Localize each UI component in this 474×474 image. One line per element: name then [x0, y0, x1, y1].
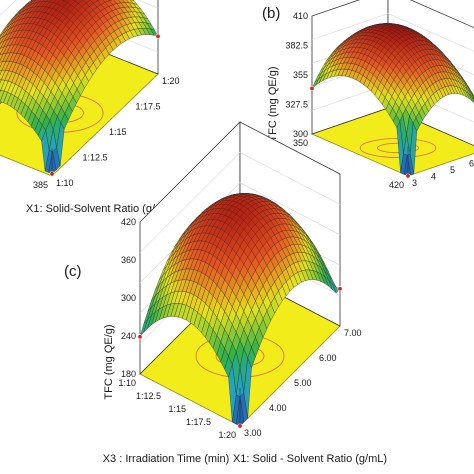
- z-tick-label: 327.5: [285, 100, 308, 110]
- x-axis-title: X3 : Irradiation Time (min): [103, 453, 230, 465]
- response-surface: [139, 193, 341, 427]
- x-tick-label: 1:20: [162, 76, 180, 86]
- z-tick-label: 420: [121, 217, 136, 227]
- z-tick-label: 382.5: [285, 41, 308, 51]
- x-tick-label: 6: [469, 159, 474, 169]
- response-surface: [0, 0, 159, 175]
- z-tick-label: 410: [293, 11, 308, 21]
- y-tick-label: 385: [33, 180, 48, 190]
- design-point: [155, 33, 161, 39]
- y-tick-label: 1:15: [168, 404, 186, 414]
- x-tick-label: 1:17.5: [136, 102, 161, 112]
- z-tick-label: 360: [121, 255, 136, 265]
- panel-label: (b): [262, 5, 280, 22]
- x-tick-label: 1:15: [109, 127, 127, 137]
- z-tick-label: 355: [293, 70, 308, 80]
- z-tick-label: 180: [121, 369, 136, 379]
- y-tick-label: 420: [389, 180, 404, 190]
- x-tick-label: 6.00: [319, 353, 337, 363]
- wall-grid-line: [139, 152, 341, 253]
- design-point: [309, 85, 315, 91]
- z-tick-label: 300: [121, 293, 136, 303]
- x-tick-label: 3.00: [244, 428, 262, 438]
- panel-c: 3.004.005.006.007.001:101:12.51:151:17.5…: [64, 121, 387, 465]
- y-tick-label: 1:20: [218, 430, 236, 440]
- x-tick-label: 4: [431, 172, 436, 182]
- x-axis-title: X1: Solid-Solvent Ratio (g/mL): [26, 203, 174, 215]
- panel-label: (c): [64, 263, 82, 280]
- x-tick-label: 3: [412, 178, 417, 188]
- y-tick-label: 1:10: [118, 378, 136, 388]
- z-tick-label: 240: [121, 331, 136, 341]
- y-tick-label: 1:12.5: [136, 391, 161, 401]
- x-tick-label: 1:12.5: [83, 153, 108, 163]
- design-point: [337, 286, 343, 292]
- x-tick-label: 7.00: [344, 328, 362, 338]
- x-tick-label: 5.00: [294, 378, 312, 388]
- panel-a: 1:101:12.51:151:17.51:20350385X1: Solid-…: [0, 0, 180, 215]
- y-tick-label: 350: [293, 138, 308, 148]
- y-axis-title: X1: Solid - Solvent Ratio (g/mL): [233, 453, 387, 465]
- design-point: [137, 334, 143, 340]
- z-axis-title: TFC (mg QE/g): [103, 324, 115, 399]
- x-tick-label: 4.00: [269, 403, 287, 413]
- response-surface: [311, 23, 474, 177]
- x-tick-label: 1:10: [56, 178, 74, 188]
- y-tick-label: 1:17.5: [186, 417, 211, 427]
- z-tick-label: 300: [293, 129, 308, 139]
- z-axis-title: TFC (mg QE/g): [267, 66, 279, 141]
- x-tick-label: 5: [450, 165, 455, 175]
- wall-grid-line: [311, 13, 474, 52]
